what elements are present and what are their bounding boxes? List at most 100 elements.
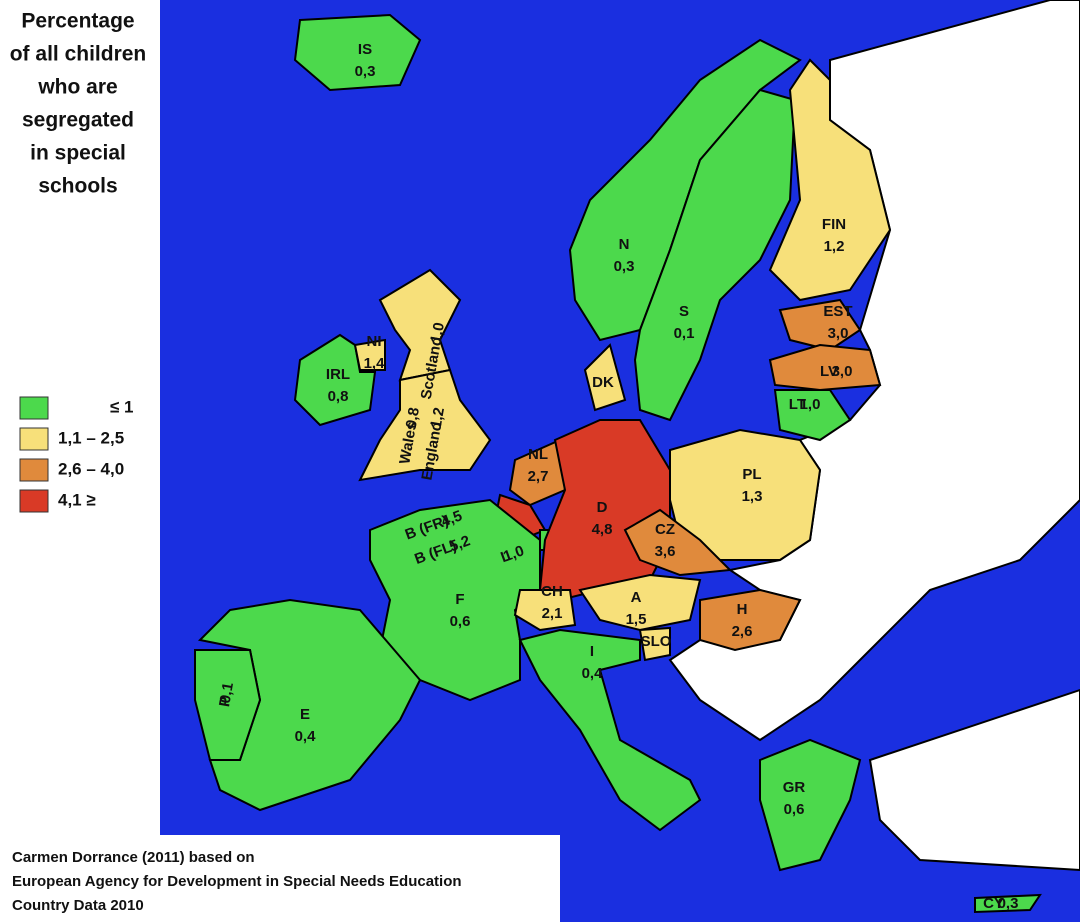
country xyxy=(518,628,702,832)
title-line: schools xyxy=(38,175,117,198)
country-value: 4,8 xyxy=(592,521,613,538)
country-label: IRL 0,8 xyxy=(326,366,350,405)
country xyxy=(293,13,422,92)
country xyxy=(773,389,852,442)
country-value: 0,8 xyxy=(403,406,423,429)
country-value: 1,0 xyxy=(501,542,526,565)
legend-label: 2,6 – 4,0 xyxy=(58,459,124,478)
country-label: F 0,6 xyxy=(450,591,471,630)
country-value: 0,3 xyxy=(355,63,376,80)
country-code: E xyxy=(300,706,310,723)
legend-swatch xyxy=(19,489,49,513)
country-value: 0,6 xyxy=(784,801,805,818)
country-label: GR 0,6 xyxy=(783,779,806,818)
title-line: who are xyxy=(37,76,117,99)
country xyxy=(358,368,492,482)
country-label: D 4,8 xyxy=(592,499,613,538)
country xyxy=(768,343,882,392)
country-code: NL xyxy=(528,446,548,463)
country xyxy=(353,338,386,371)
country-code: SLO xyxy=(641,633,672,650)
country-label: NI 1,4 xyxy=(364,333,386,372)
country xyxy=(194,649,262,761)
country-label: CY0,3 xyxy=(983,895,1018,912)
source-line: Country Data 2010 xyxy=(12,897,144,914)
country-value: 1,5 xyxy=(626,611,647,628)
country-code: LV xyxy=(820,363,838,380)
country xyxy=(508,438,567,507)
other-countries xyxy=(868,688,1080,872)
country-code: S xyxy=(679,303,689,320)
country-value: 0,8 xyxy=(328,388,349,405)
country-code: N xyxy=(619,236,630,253)
country-value: 1,2 xyxy=(428,406,448,429)
country-label: A 1,5 xyxy=(626,589,647,628)
country-value: 0,6 xyxy=(450,613,471,630)
country-label: LV3,0 xyxy=(820,363,852,380)
country xyxy=(623,508,733,577)
country-label: CZ 3,6 xyxy=(655,521,676,560)
legend-label: 4,1 ≥ xyxy=(58,490,96,509)
country-label: LT1,0 xyxy=(789,396,821,413)
country xyxy=(699,588,802,652)
legend-swatch xyxy=(19,458,49,482)
country-code: D xyxy=(597,499,608,516)
country-value: 0,1 xyxy=(217,681,237,704)
country xyxy=(638,626,671,662)
country-label: SLO xyxy=(641,633,672,650)
country-value: 3,6 xyxy=(655,543,676,560)
country-value: 3,0 xyxy=(828,325,849,342)
country-value: 1,4 xyxy=(364,355,386,372)
country-code: NI xyxy=(367,333,382,350)
title-line: in special xyxy=(30,142,126,165)
country-value: 1,2 xyxy=(824,238,845,255)
country-code: CY xyxy=(983,895,1004,912)
title-line: segregated xyxy=(22,109,134,132)
country-code: FIN xyxy=(822,216,846,233)
country xyxy=(369,498,541,702)
country-label: NL 2,7 xyxy=(528,446,549,485)
country-code: IRL xyxy=(326,366,350,383)
country xyxy=(633,88,797,422)
country xyxy=(974,893,1042,914)
legend-label: ≤ 1 xyxy=(110,397,134,416)
country-label: IS 0,3 xyxy=(355,41,376,80)
country xyxy=(513,589,577,632)
legend-swatch xyxy=(19,427,49,451)
country-value: 1,3 xyxy=(742,488,763,505)
country-code: CH xyxy=(541,583,563,600)
country-label: P0,1 xyxy=(216,681,237,708)
legend-label: 1,1 – 2,5 xyxy=(58,428,124,447)
country-code: DK xyxy=(592,374,614,391)
country-code: P xyxy=(216,695,234,708)
country-label: EST 3,0 xyxy=(823,303,852,342)
country-label: S 0,1 xyxy=(674,303,695,342)
country-value: 3,0 xyxy=(832,363,853,380)
country-label: E 0,4 xyxy=(295,706,317,745)
source-line: European Agency for Development in Speci… xyxy=(12,873,462,890)
source-line: Carmen Dorrance (2011) based on xyxy=(12,849,255,866)
country-label: N 0,3 xyxy=(614,236,635,275)
country-value: 5,2 xyxy=(447,532,472,555)
country-code: CZ xyxy=(655,521,675,538)
country-label: DK xyxy=(592,374,614,391)
country-code: A xyxy=(631,589,642,606)
country xyxy=(293,333,377,427)
country-code: I xyxy=(590,643,594,660)
country-code: F xyxy=(455,591,464,608)
country-value: 4,5 xyxy=(439,507,464,530)
title-line: Percentage xyxy=(21,10,134,33)
country xyxy=(768,58,892,302)
source-panel xyxy=(0,835,560,922)
country-value: 2,7 xyxy=(528,468,549,485)
legend-swatch xyxy=(19,396,49,420)
country-label: PL 1,3 xyxy=(742,466,763,505)
country-value: 0,4 xyxy=(582,665,604,682)
title-line: of all children xyxy=(10,43,147,66)
country-code: PL xyxy=(742,466,761,483)
country-value: 0,4 xyxy=(295,728,317,745)
country-code: IS xyxy=(358,41,372,58)
country-value: 2,1 xyxy=(542,605,563,622)
country-value: 0,1 xyxy=(674,325,695,342)
